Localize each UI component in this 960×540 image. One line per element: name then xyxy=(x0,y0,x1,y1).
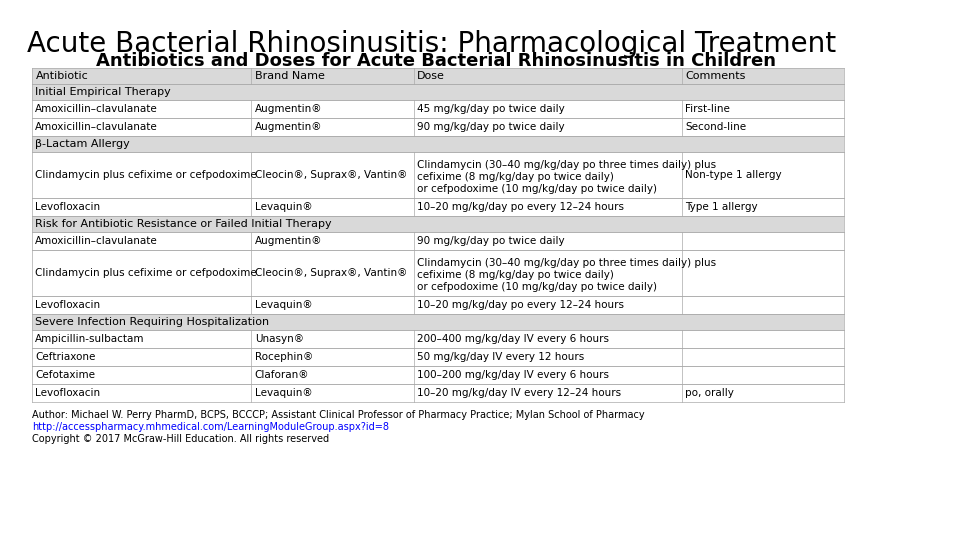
Bar xyxy=(32,216,845,232)
Text: Clindamycin (30–40 mg/kg/day po three times daily) plus: Clindamycin (30–40 mg/kg/day po three ti… xyxy=(418,258,716,268)
Text: 10–20 mg/kg/day po every 12–24 hours: 10–20 mg/kg/day po every 12–24 hours xyxy=(418,300,624,310)
Text: Rocephin®: Rocephin® xyxy=(254,352,313,362)
Bar xyxy=(32,100,845,118)
Text: Dose: Dose xyxy=(418,71,445,81)
Text: Copyright © 2017 McGraw-Hill Education. All rights reserved: Copyright © 2017 McGraw-Hill Education. … xyxy=(32,434,329,444)
Bar xyxy=(32,198,845,216)
Text: 90 mg/kg/day po twice daily: 90 mg/kg/day po twice daily xyxy=(418,122,565,132)
Text: 10–20 mg/kg/day IV every 12–24 hours: 10–20 mg/kg/day IV every 12–24 hours xyxy=(418,388,621,398)
Text: β-Lactam Allergy: β-Lactam Allergy xyxy=(36,139,131,149)
Text: Non-type 1 allergy: Non-type 1 allergy xyxy=(685,170,782,180)
Text: Augmentin®: Augmentin® xyxy=(254,104,323,114)
Text: Levofloxacin: Levofloxacin xyxy=(36,300,101,310)
Text: Risk for Antibiotic Resistance or Failed Initial Therapy: Risk for Antibiotic Resistance or Failed… xyxy=(36,219,332,229)
Text: Levaquin®: Levaquin® xyxy=(254,300,312,310)
Bar xyxy=(32,152,845,198)
Text: Levaquin®: Levaquin® xyxy=(254,388,312,398)
Text: Ampicillin-sulbactam: Ampicillin-sulbactam xyxy=(36,334,145,344)
Text: Levofloxacin: Levofloxacin xyxy=(36,202,101,212)
Text: po, orally: po, orally xyxy=(685,388,734,398)
Bar xyxy=(32,348,845,366)
Text: Cleocin®, Suprax®, Vantin®: Cleocin®, Suprax®, Vantin® xyxy=(254,268,407,278)
Text: Augmentin®: Augmentin® xyxy=(254,236,323,246)
Text: Amoxicillin–clavulanate: Amoxicillin–clavulanate xyxy=(36,122,158,132)
Text: 10–20 mg/kg/day po every 12–24 hours: 10–20 mg/kg/day po every 12–24 hours xyxy=(418,202,624,212)
Bar xyxy=(32,314,845,330)
Bar xyxy=(32,330,845,348)
Bar xyxy=(32,84,845,100)
Text: Acute Bacterial Rhinosinusitis: Pharmacological Treatment: Acute Bacterial Rhinosinusitis: Pharmaco… xyxy=(27,30,836,58)
Text: Clindamycin plus cefixime or cefpodoxime: Clindamycin plus cefixime or cefpodoxime xyxy=(36,268,257,278)
Text: Cefotaxime: Cefotaxime xyxy=(36,370,95,380)
Text: Amoxicillin–clavulanate: Amoxicillin–clavulanate xyxy=(36,104,158,114)
Bar xyxy=(32,296,845,314)
Text: Antibiotic: Antibiotic xyxy=(36,71,88,81)
Text: Ceftriaxone: Ceftriaxone xyxy=(36,352,96,362)
Text: Comments: Comments xyxy=(685,71,746,81)
Text: or cefpodoxime (10 mg/kg/day po twice daily): or cefpodoxime (10 mg/kg/day po twice da… xyxy=(418,282,658,292)
Bar xyxy=(32,68,845,84)
Text: Augmentin®: Augmentin® xyxy=(254,122,323,132)
Text: Type 1 allergy: Type 1 allergy xyxy=(685,202,758,212)
Bar xyxy=(32,250,845,296)
Text: http://accesspharmacy.mhmedical.com/LearningModuleGroup.aspx?id=8: http://accesspharmacy.mhmedical.com/Lear… xyxy=(32,422,389,432)
Text: Levaquin®: Levaquin® xyxy=(254,202,312,212)
Text: Cleocin®, Suprax®, Vantin®: Cleocin®, Suprax®, Vantin® xyxy=(254,170,407,180)
Text: Antibiotics and Doses for Acute Bacterial Rhinosinusitis in Children: Antibiotics and Doses for Acute Bacteria… xyxy=(96,52,776,70)
Text: 100–200 mg/kg/day IV every 6 hours: 100–200 mg/kg/day IV every 6 hours xyxy=(418,370,610,380)
Text: 200–400 mg/kg/day IV every 6 hours: 200–400 mg/kg/day IV every 6 hours xyxy=(418,334,610,344)
Text: Initial Empirical Therapy: Initial Empirical Therapy xyxy=(36,87,171,97)
Text: 90 mg/kg/day po twice daily: 90 mg/kg/day po twice daily xyxy=(418,236,565,246)
Text: or cefpodoxime (10 mg/kg/day po twice daily): or cefpodoxime (10 mg/kg/day po twice da… xyxy=(418,184,658,194)
Text: First-line: First-line xyxy=(685,104,731,114)
Text: Amoxicillin–clavulanate: Amoxicillin–clavulanate xyxy=(36,236,158,246)
Text: cefixime (8 mg/kg/day po twice daily): cefixime (8 mg/kg/day po twice daily) xyxy=(418,270,614,280)
Text: 45 mg/kg/day po twice daily: 45 mg/kg/day po twice daily xyxy=(418,104,565,114)
Bar xyxy=(32,232,845,250)
Text: Clindamycin plus cefixime or cefpodoxime: Clindamycin plus cefixime or cefpodoxime xyxy=(36,170,257,180)
Bar xyxy=(32,366,845,384)
Bar xyxy=(32,384,845,402)
Text: Claforan®: Claforan® xyxy=(254,370,309,380)
Text: Levofloxacin: Levofloxacin xyxy=(36,388,101,398)
Text: cefixime (8 mg/kg/day po twice daily): cefixime (8 mg/kg/day po twice daily) xyxy=(418,172,614,182)
Text: Second-line: Second-line xyxy=(685,122,747,132)
Text: Brand Name: Brand Name xyxy=(254,71,324,81)
Text: Unasyn®: Unasyn® xyxy=(254,334,303,344)
Text: 50 mg/kg/day IV every 12 hours: 50 mg/kg/day IV every 12 hours xyxy=(418,352,585,362)
Text: Clindamycin (30–40 mg/kg/day po three times daily) plus: Clindamycin (30–40 mg/kg/day po three ti… xyxy=(418,160,716,170)
Bar xyxy=(32,118,845,136)
Text: Author: Michael W. Perry PharmD, BCPS, BCCCP; Assistant Clinical Professor of Ph: Author: Michael W. Perry PharmD, BCPS, B… xyxy=(32,410,644,420)
Bar xyxy=(32,136,845,152)
Text: Severe Infection Requiring Hospitalization: Severe Infection Requiring Hospitalizati… xyxy=(36,317,270,327)
